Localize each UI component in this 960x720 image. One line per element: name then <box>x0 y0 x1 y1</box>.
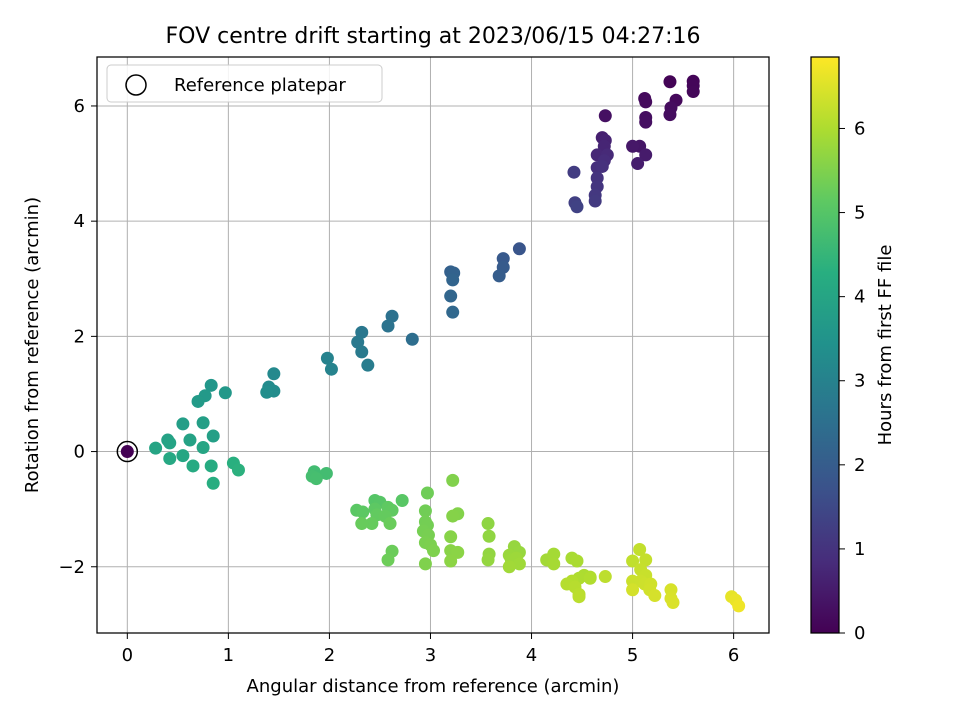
colorbar-tick-label: 6 <box>854 118 865 139</box>
scatter-point <box>192 395 205 408</box>
y-tick-label: −2 <box>58 557 85 578</box>
colorbar-tick-label: 5 <box>854 203 865 224</box>
chart-figure: FOV centre drift starting at 2023/06/15 … <box>0 0 960 720</box>
x-axis-ticks: 0 1 2 3 4 5 6 <box>122 633 740 666</box>
scatter-point <box>382 553 395 566</box>
scatter-point <box>571 200 584 213</box>
scatter-point <box>571 555 584 568</box>
scatter-point <box>446 510 459 523</box>
scatter-points <box>121 75 745 613</box>
scatter-point <box>356 506 369 519</box>
y-axis-label: Rotation from reference (arcmin) <box>22 197 43 493</box>
scatter-point <box>267 367 280 380</box>
scatter-point <box>260 386 273 399</box>
scatter-point <box>663 75 676 88</box>
legend-entry-reference-platepar: Reference platepar <box>174 75 346 96</box>
scatter-point <box>176 449 189 462</box>
scatter-point <box>573 590 586 603</box>
scatter-point <box>599 570 612 583</box>
x-tick-label: 5 <box>627 645 638 666</box>
scatter-point <box>482 553 495 566</box>
scatter-point <box>444 555 457 568</box>
scatter-point <box>482 517 495 530</box>
colorbar-tick-label: 2 <box>854 455 865 476</box>
scatter-point <box>163 452 176 465</box>
scatter-point <box>205 459 218 472</box>
scatter-point <box>663 108 676 121</box>
scatter-point <box>355 345 368 358</box>
scatter-point <box>639 95 652 108</box>
x-tick-label: 0 <box>122 645 133 666</box>
scatter-point <box>639 116 652 129</box>
x-tick-label: 3 <box>425 645 436 666</box>
x-axis-label: Angular distance from reference (arcmin) <box>247 676 620 697</box>
scatter-point <box>732 599 745 612</box>
colorbar-tick-label: 0 <box>854 623 865 644</box>
scatter-point <box>687 85 700 98</box>
scatter-point <box>503 560 516 573</box>
scatter-point <box>207 430 220 443</box>
scatter-point <box>589 195 602 208</box>
scatter-point <box>406 333 419 346</box>
scatter-point <box>547 557 560 570</box>
colorbar-tick-label: 1 <box>854 539 865 560</box>
x-tick-label: 2 <box>324 645 335 666</box>
scatter-point <box>626 583 639 596</box>
x-tick-label: 1 <box>223 645 234 666</box>
scatter-point <box>361 359 374 372</box>
colorbar-tick-label: 4 <box>854 287 865 308</box>
colorbar: 0 1 2 3 4 5 6 Hours from first FF file <box>811 57 896 644</box>
scatter-point <box>444 530 457 543</box>
y-tick-label: 6 <box>74 96 85 117</box>
scatter-point <box>446 273 459 286</box>
scatter-point <box>207 477 220 490</box>
scatter-point <box>599 109 612 122</box>
scatter-point <box>483 530 496 543</box>
scatter-point <box>446 306 459 319</box>
scatter-point <box>384 517 397 530</box>
y-tick-label: 2 <box>74 326 85 347</box>
colorbar-gradient <box>811 57 839 633</box>
scatter-point <box>355 517 368 530</box>
scatter-point <box>149 442 162 455</box>
scatter-point <box>197 416 210 429</box>
scatter-point <box>444 290 457 303</box>
scatter-point <box>121 445 134 458</box>
scatter-point <box>446 474 459 487</box>
scatter-point <box>584 572 597 585</box>
scatter-point <box>325 363 338 376</box>
legend: Reference platepar <box>107 65 382 102</box>
scatter-point <box>310 472 323 485</box>
scatter-point <box>648 589 661 602</box>
scatter-point <box>513 242 526 255</box>
scatter-point <box>183 434 196 447</box>
scatter-point <box>187 459 200 472</box>
scatter-point <box>421 487 434 500</box>
scatter-point <box>219 386 232 399</box>
scatter-point <box>626 140 639 153</box>
colorbar-ticks: 0 1 2 3 4 5 6 <box>839 118 865 644</box>
colorbar-label: Hours from first FF file <box>875 245 896 446</box>
x-tick-label: 4 <box>526 645 537 666</box>
scatter-point <box>596 160 609 173</box>
scatter-point <box>232 463 245 476</box>
colorbar-tick-label: 3 <box>854 371 865 392</box>
scatter-point <box>493 269 506 282</box>
scatter-point <box>396 494 409 507</box>
scatter-point <box>667 596 680 609</box>
y-tick-label: 4 <box>74 211 85 232</box>
scatter-point <box>197 441 210 454</box>
scatter-point <box>567 166 580 179</box>
chart-title: FOV centre drift starting at 2023/06/15 … <box>166 24 701 49</box>
scatter-point <box>427 544 440 557</box>
scatter-point <box>176 417 189 430</box>
scatter-point <box>163 436 176 449</box>
scatter-point <box>419 557 432 570</box>
scatter-point <box>382 319 395 332</box>
scatter-point <box>631 157 644 170</box>
y-tick-label: 0 <box>74 442 85 463</box>
x-tick-label: 6 <box>728 645 739 666</box>
y-axis-ticks: −2 0 2 4 6 <box>58 96 97 578</box>
